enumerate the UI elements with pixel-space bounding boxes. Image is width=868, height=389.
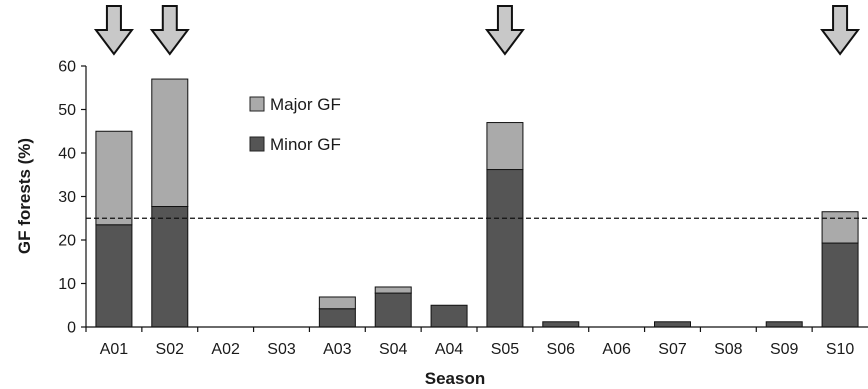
legend-label-major: Major GF bbox=[270, 95, 341, 114]
x-tick-label-s05: S05 bbox=[491, 341, 520, 358]
bar-minor-gf-s05 bbox=[486, 169, 524, 328]
x-tick-label-a04: A04 bbox=[435, 341, 464, 358]
x-tick-label-s06: S06 bbox=[547, 341, 576, 358]
legend-swatch-major bbox=[249, 96, 265, 112]
x-axis: A01 S02 A02 S03 A03 S04 A04 S05 S06 A06 S07 S08 S09 S… bbox=[85, 326, 868, 358]
down-arrow-icon-s05 bbox=[484, 5, 525, 56]
y-tick-label: 10 bbox=[58, 276, 76, 293]
x-tick-label-s10: S10 bbox=[826, 341, 855, 358]
down-arrow-icon-s10 bbox=[820, 5, 861, 56]
bar-minor-gf-s07 bbox=[654, 321, 691, 328]
y-tick-label: 0 bbox=[67, 320, 76, 337]
bar-minor-gf-s02 bbox=[151, 206, 189, 328]
x-tick-label-a03: A03 bbox=[323, 341, 352, 358]
x-tick-label-a02: A02 bbox=[211, 341, 240, 358]
x-tick-label-s02: S02 bbox=[156, 341, 185, 358]
y-tick-label: 40 bbox=[58, 146, 76, 163]
y-tick-label: 20 bbox=[58, 233, 76, 250]
y-tick-label: 50 bbox=[58, 102, 76, 119]
x-tick-label-s08: S08 bbox=[714, 341, 743, 358]
y-tick-label: 60 bbox=[58, 59, 76, 76]
bar-minor-gf-s06 bbox=[542, 321, 580, 328]
bar-major-gf-s10 bbox=[821, 211, 859, 244]
y-axis: 0 10 20 30 40 50 60 bbox=[58, 59, 87, 337]
bar-major-gf-a01 bbox=[95, 130, 133, 226]
x-tick-label-s04: S04 bbox=[379, 341, 408, 358]
bars bbox=[95, 78, 859, 328]
bar-minor-gf-a01 bbox=[95, 224, 133, 328]
legend-swatch-minor bbox=[249, 136, 265, 152]
legend-label-minor: Minor GF bbox=[270, 135, 341, 154]
bar-minor-gf-a03 bbox=[318, 308, 356, 328]
bar-minor-gf-s09 bbox=[765, 321, 803, 328]
down-arrow-icon-s02 bbox=[149, 5, 190, 56]
down-arrow-icon-a01 bbox=[93, 5, 134, 56]
bar-major-gf-s02 bbox=[151, 78, 189, 208]
x-tick-label-a06: A06 bbox=[602, 341, 631, 358]
legend: Major GF Minor GF bbox=[249, 95, 341, 154]
y-axis-title: GF forests (%) bbox=[15, 138, 34, 254]
arrow-markers bbox=[93, 5, 861, 56]
bar-minor-gf-a04 bbox=[430, 304, 468, 328]
y-tick-label: 30 bbox=[58, 189, 76, 206]
bar-minor-gf-s10 bbox=[821, 242, 859, 328]
bar-minor-gf-s04 bbox=[374, 292, 412, 328]
x-tick-label-s09: S09 bbox=[770, 341, 799, 358]
bar-major-gf-s04 bbox=[374, 286, 412, 294]
x-tick-label-s07: S07 bbox=[658, 341, 687, 358]
bar-major-gf-a03 bbox=[318, 296, 356, 310]
x-tick-label-s03: S03 bbox=[267, 341, 296, 358]
bar-major-gf-s05 bbox=[486, 122, 524, 171]
x-tick-label-a01: A01 bbox=[100, 341, 129, 358]
x-axis-title: Season bbox=[425, 369, 485, 388]
